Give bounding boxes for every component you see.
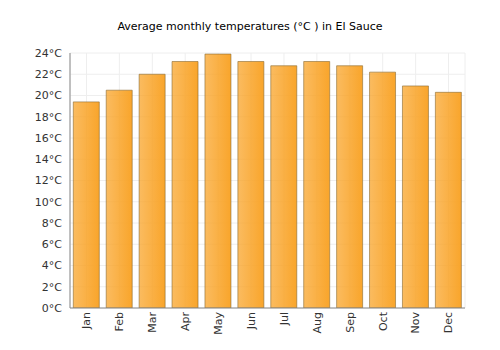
svg-text:10°C: 10°C: [35, 196, 62, 209]
html-text:Average monthly temperatures (: Average monthly temperatures (°C ) in El…: [117, 20, 383, 33]
svg-text:6°C: 6°C: [42, 238, 62, 251]
svg-text:Aug: Aug: [311, 312, 324, 333]
svg-text:Mar: Mar: [146, 312, 159, 333]
svg-text:Dec: Dec: [442, 312, 455, 333]
svg-text:18°C: 18°C: [35, 111, 62, 124]
svg-text:0°C: 0°C: [42, 302, 62, 315]
svg-text:2°C: 2°C: [42, 281, 62, 294]
svg-text:Jul: Jul: [278, 312, 291, 326]
svg-text:8°C: 8°C: [42, 217, 62, 230]
svg-text:12°C: 12°C: [35, 174, 62, 187]
svg-text:Nov: Nov: [409, 312, 422, 334]
svg-text:14°C: 14°C: [35, 153, 62, 166]
svg-text:Jun: Jun: [245, 312, 258, 330]
svg-text:Feb: Feb: [113, 312, 126, 331]
svg-text:Sep: Sep: [344, 312, 357, 333]
svg-text:16°C: 16°C: [35, 132, 62, 145]
svg-text:22°C: 22°C: [35, 68, 62, 81]
svg-text:4°C: 4°C: [42, 259, 62, 272]
svg-text:Oct: Oct: [377, 311, 390, 331]
svg-text:Jan: Jan: [80, 312, 93, 330]
svg-text:May: May: [212, 312, 225, 335]
svg-text:Apr: Apr: [179, 312, 192, 332]
svg-text:20°C: 20°C: [35, 89, 62, 102]
svg-text:24°C: 24°C: [35, 47, 62, 60]
